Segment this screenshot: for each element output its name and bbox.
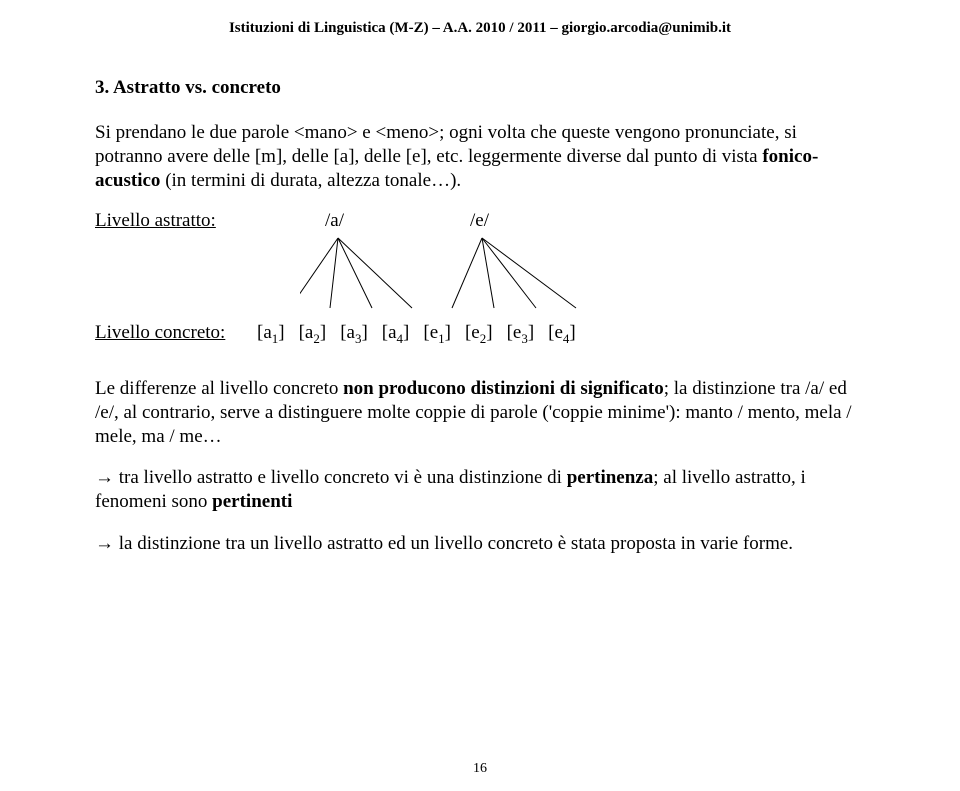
- t: [a: [340, 322, 355, 343]
- concrete-items: [a1] [a2] [a3] [a4] [e1] [e2] [e3] [e4]: [257, 322, 590, 347]
- para2-bold: non producono distinzioni di significato: [343, 378, 664, 399]
- para1-text-c: (in termini di durata, altezza tonale…).: [160, 170, 461, 191]
- t: [a: [382, 322, 397, 343]
- t: ]: [569, 322, 575, 343]
- para3-a: tra livello astratto e livello concreto …: [114, 467, 567, 488]
- phoneme-e: /e/: [470, 210, 615, 232]
- t: [e: [507, 322, 522, 343]
- paragraph-4: → la distinzione tra un livello astratto…: [95, 532, 865, 556]
- tree-diagram: [300, 236, 865, 316]
- para1-text-a: Si prendano le due parole <mano> e <meno…: [95, 122, 797, 167]
- arrow-icon: →: [95, 533, 114, 554]
- t: ]: [403, 322, 409, 343]
- arrow-icon: →: [95, 467, 114, 488]
- t: [e: [465, 322, 480, 343]
- t: ]: [361, 322, 367, 343]
- t: ]: [528, 322, 534, 343]
- level-abstract-label: Livello astratto:: [95, 210, 325, 232]
- paragraph-3: → tra livello astratto e livello concret…: [95, 466, 865, 514]
- t: [a: [299, 322, 314, 343]
- concrete-a2: [a2]: [299, 322, 327, 347]
- para4-text: la distinzione tra un livello astratto e…: [114, 533, 793, 554]
- t: ]: [320, 322, 326, 343]
- level-concrete-label: Livello concreto:: [95, 322, 257, 344]
- t: [e: [423, 322, 438, 343]
- page-number: 16: [0, 761, 960, 777]
- t: ]: [278, 322, 284, 343]
- concrete-e1: [e1]: [423, 322, 451, 347]
- concrete-a1: [a1]: [257, 322, 285, 347]
- phoneme-a: /a/: [325, 210, 470, 232]
- para3-bold1: pertinenza: [567, 467, 654, 488]
- paragraph-2: Le differenze al livello concreto non pr…: [95, 377, 865, 448]
- section-title: 3. Astratto vs. concreto: [95, 77, 865, 99]
- concrete-e4: [e4]: [548, 322, 576, 347]
- paragraph-1: Si prendano le due parole <mano> e <meno…: [95, 121, 865, 192]
- level-abstract-row: Livello astratto: /a/ /e/: [95, 210, 865, 232]
- page-header: Istituzioni di Linguistica (M-Z) – A.A. …: [95, 20, 865, 37]
- t: ]: [486, 322, 492, 343]
- t: [a: [257, 322, 272, 343]
- para2-a: Le differenze al livello concreto: [95, 378, 343, 399]
- concrete-a3: [a3]: [340, 322, 368, 347]
- para3-bold2: pertinenti: [212, 491, 292, 512]
- concrete-a4: [a4]: [382, 322, 410, 347]
- concrete-e2: [e2]: [465, 322, 493, 347]
- t: ]: [445, 322, 451, 343]
- concrete-e3: [e3]: [507, 322, 535, 347]
- level-concrete-row: Livello concreto: [a1] [a2] [a3] [a4] [e…: [95, 322, 865, 347]
- t: [e: [548, 322, 563, 343]
